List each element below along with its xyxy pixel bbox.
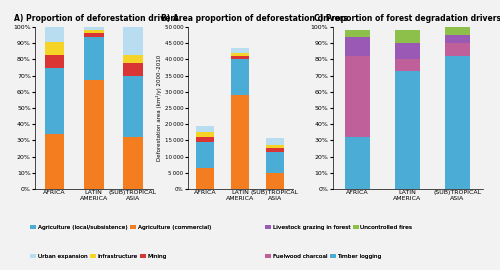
Bar xyxy=(395,59,420,71)
Bar xyxy=(266,173,284,189)
Bar xyxy=(231,53,249,56)
Bar xyxy=(45,42,64,55)
Bar xyxy=(345,137,370,189)
Legend: Fuelwood charcoal, Timber logging: Fuelwood charcoal, Timber logging xyxy=(263,252,384,262)
Bar xyxy=(84,27,103,30)
Bar xyxy=(231,56,249,59)
Bar xyxy=(123,55,142,63)
Bar xyxy=(231,95,249,189)
Bar xyxy=(395,30,420,43)
Bar xyxy=(84,80,103,189)
Bar xyxy=(84,33,103,37)
Bar xyxy=(231,59,249,95)
Bar xyxy=(45,68,64,134)
Bar xyxy=(445,56,470,189)
Bar xyxy=(395,71,420,189)
Text: C) Proportion of forest degradation drivers: C) Proportion of forest degradation driv… xyxy=(314,14,500,23)
Bar xyxy=(196,126,214,132)
Bar xyxy=(345,56,370,137)
Legend: Agriculture (local/subsistence), Agriculture (commercial): Agriculture (local/subsistence), Agricul… xyxy=(28,222,213,232)
Legend: Urban expansion, Infrastructure, Mining: Urban expansion, Infrastructure, Mining xyxy=(28,252,169,262)
Y-axis label: Deforestation area (km²/y) 2000–2010: Deforestation area (km²/y) 2000–2010 xyxy=(156,55,162,161)
Bar xyxy=(266,138,284,145)
Bar xyxy=(445,43,470,56)
Bar xyxy=(45,55,64,68)
Bar xyxy=(196,142,214,168)
Bar xyxy=(196,168,214,189)
Bar xyxy=(123,63,142,76)
Legend: Livestock grazing in forest, Uncontrolled fires: Livestock grazing in forest, Uncontrolle… xyxy=(263,222,414,232)
Bar xyxy=(123,137,142,189)
Bar xyxy=(231,48,249,53)
Bar xyxy=(45,27,64,42)
Bar xyxy=(84,37,103,80)
Bar xyxy=(266,148,284,152)
Bar xyxy=(123,76,142,137)
Text: A) Proportion of deforestation drivers: A) Proportion of deforestation drivers xyxy=(14,14,178,23)
Bar xyxy=(45,134,64,189)
Bar xyxy=(345,37,370,56)
Text: B) Area proportion of deforestation drivers: B) Area proportion of deforestation driv… xyxy=(161,14,348,23)
Bar xyxy=(345,30,370,37)
Bar xyxy=(84,30,103,33)
Bar xyxy=(123,27,142,55)
Bar xyxy=(196,132,214,137)
Bar xyxy=(445,35,470,43)
Bar xyxy=(266,152,284,173)
Bar xyxy=(196,137,214,142)
Bar xyxy=(445,27,470,35)
Bar xyxy=(266,145,284,148)
Bar xyxy=(395,43,420,59)
